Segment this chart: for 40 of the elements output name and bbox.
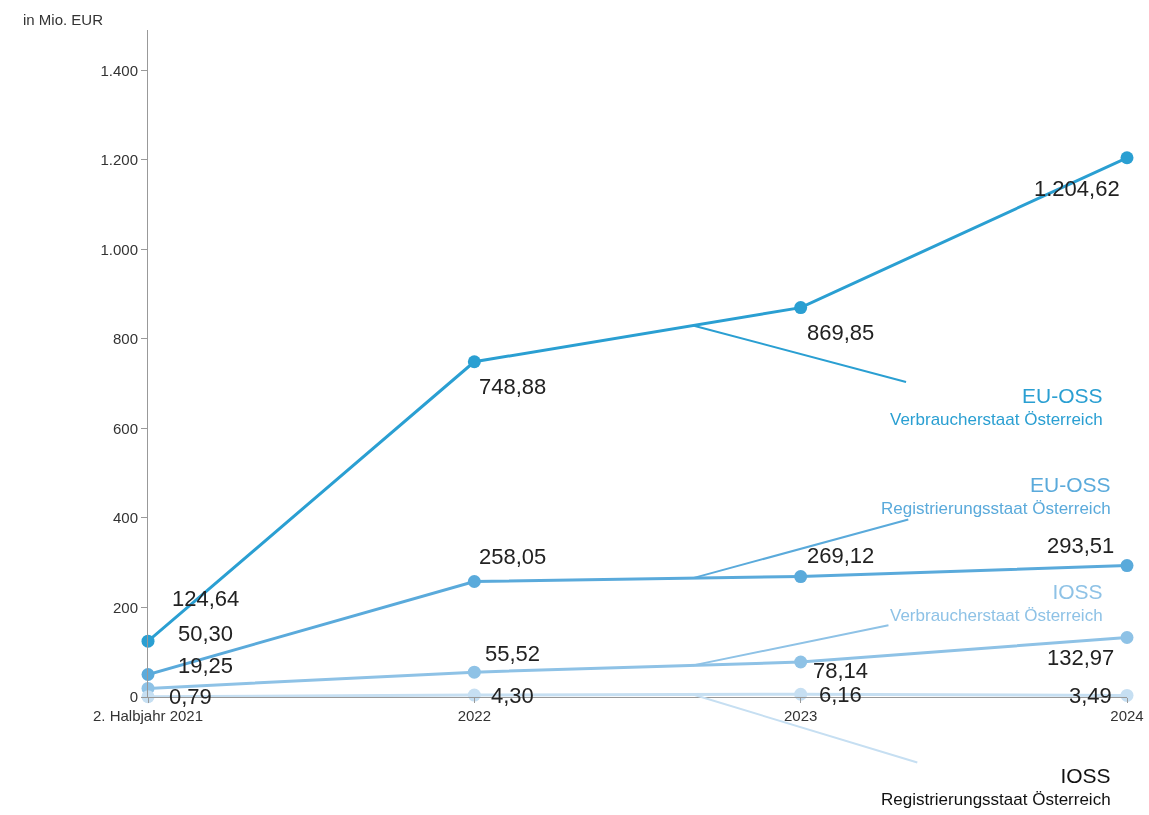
data-label: 869,85 [807,320,875,345]
point [1120,630,1134,644]
point [467,574,481,588]
point [794,655,808,669]
data-label: 19,25 [178,653,234,678]
y-tick-label: 800 [112,330,138,348]
x-tick-label: 2024 [1110,707,1144,724]
y-tick-label: 400 [112,509,138,527]
data-label: 4,30 [491,683,534,708]
data-label: 748,88 [479,374,547,399]
y-axis-title: in Mio. EUR [23,11,104,28]
y-tick-label: 0 [129,688,138,706]
point [467,665,481,679]
data-label: 132,97 [1047,645,1115,670]
series-label: IOSS Verbraucherstaat Österreich [890,580,1103,626]
y-tick-label: 1.200 [100,151,138,169]
y-tick-label: 1.400 [100,61,138,79]
data-label: 293,51 [1047,533,1115,558]
x-tick-label: 2. Halbjahr 2021 [92,707,204,724]
y-tick-label: 1.000 [100,240,138,258]
data-label: 258,05 [479,544,547,569]
text: EU-OSS Registrierungsstaat Österreich [881,473,1111,519]
y-tick-label: 600 [112,419,138,437]
point [467,355,481,369]
point [1120,151,1134,165]
text: IOSS Registrierungsstaat Österreich [881,764,1111,810]
x-tick-label: 2023 [783,707,818,724]
data-label: 0,79 [169,684,212,709]
data-label: 269,12 [807,543,875,568]
data-label: 78,14 [813,658,869,683]
point [794,301,808,315]
y-tick-label: 200 [112,598,138,616]
data-label: 6,16 [819,682,862,707]
data-label: 55,52 [485,641,541,666]
data-label: 3,49 [1069,683,1112,708]
point [794,570,808,584]
x-tick-label: 2022 [457,707,492,724]
point [1120,559,1134,573]
data-label: 50,30 [178,621,234,646]
text: EU-OSS Verbraucherstaat Österreich [890,384,1103,430]
